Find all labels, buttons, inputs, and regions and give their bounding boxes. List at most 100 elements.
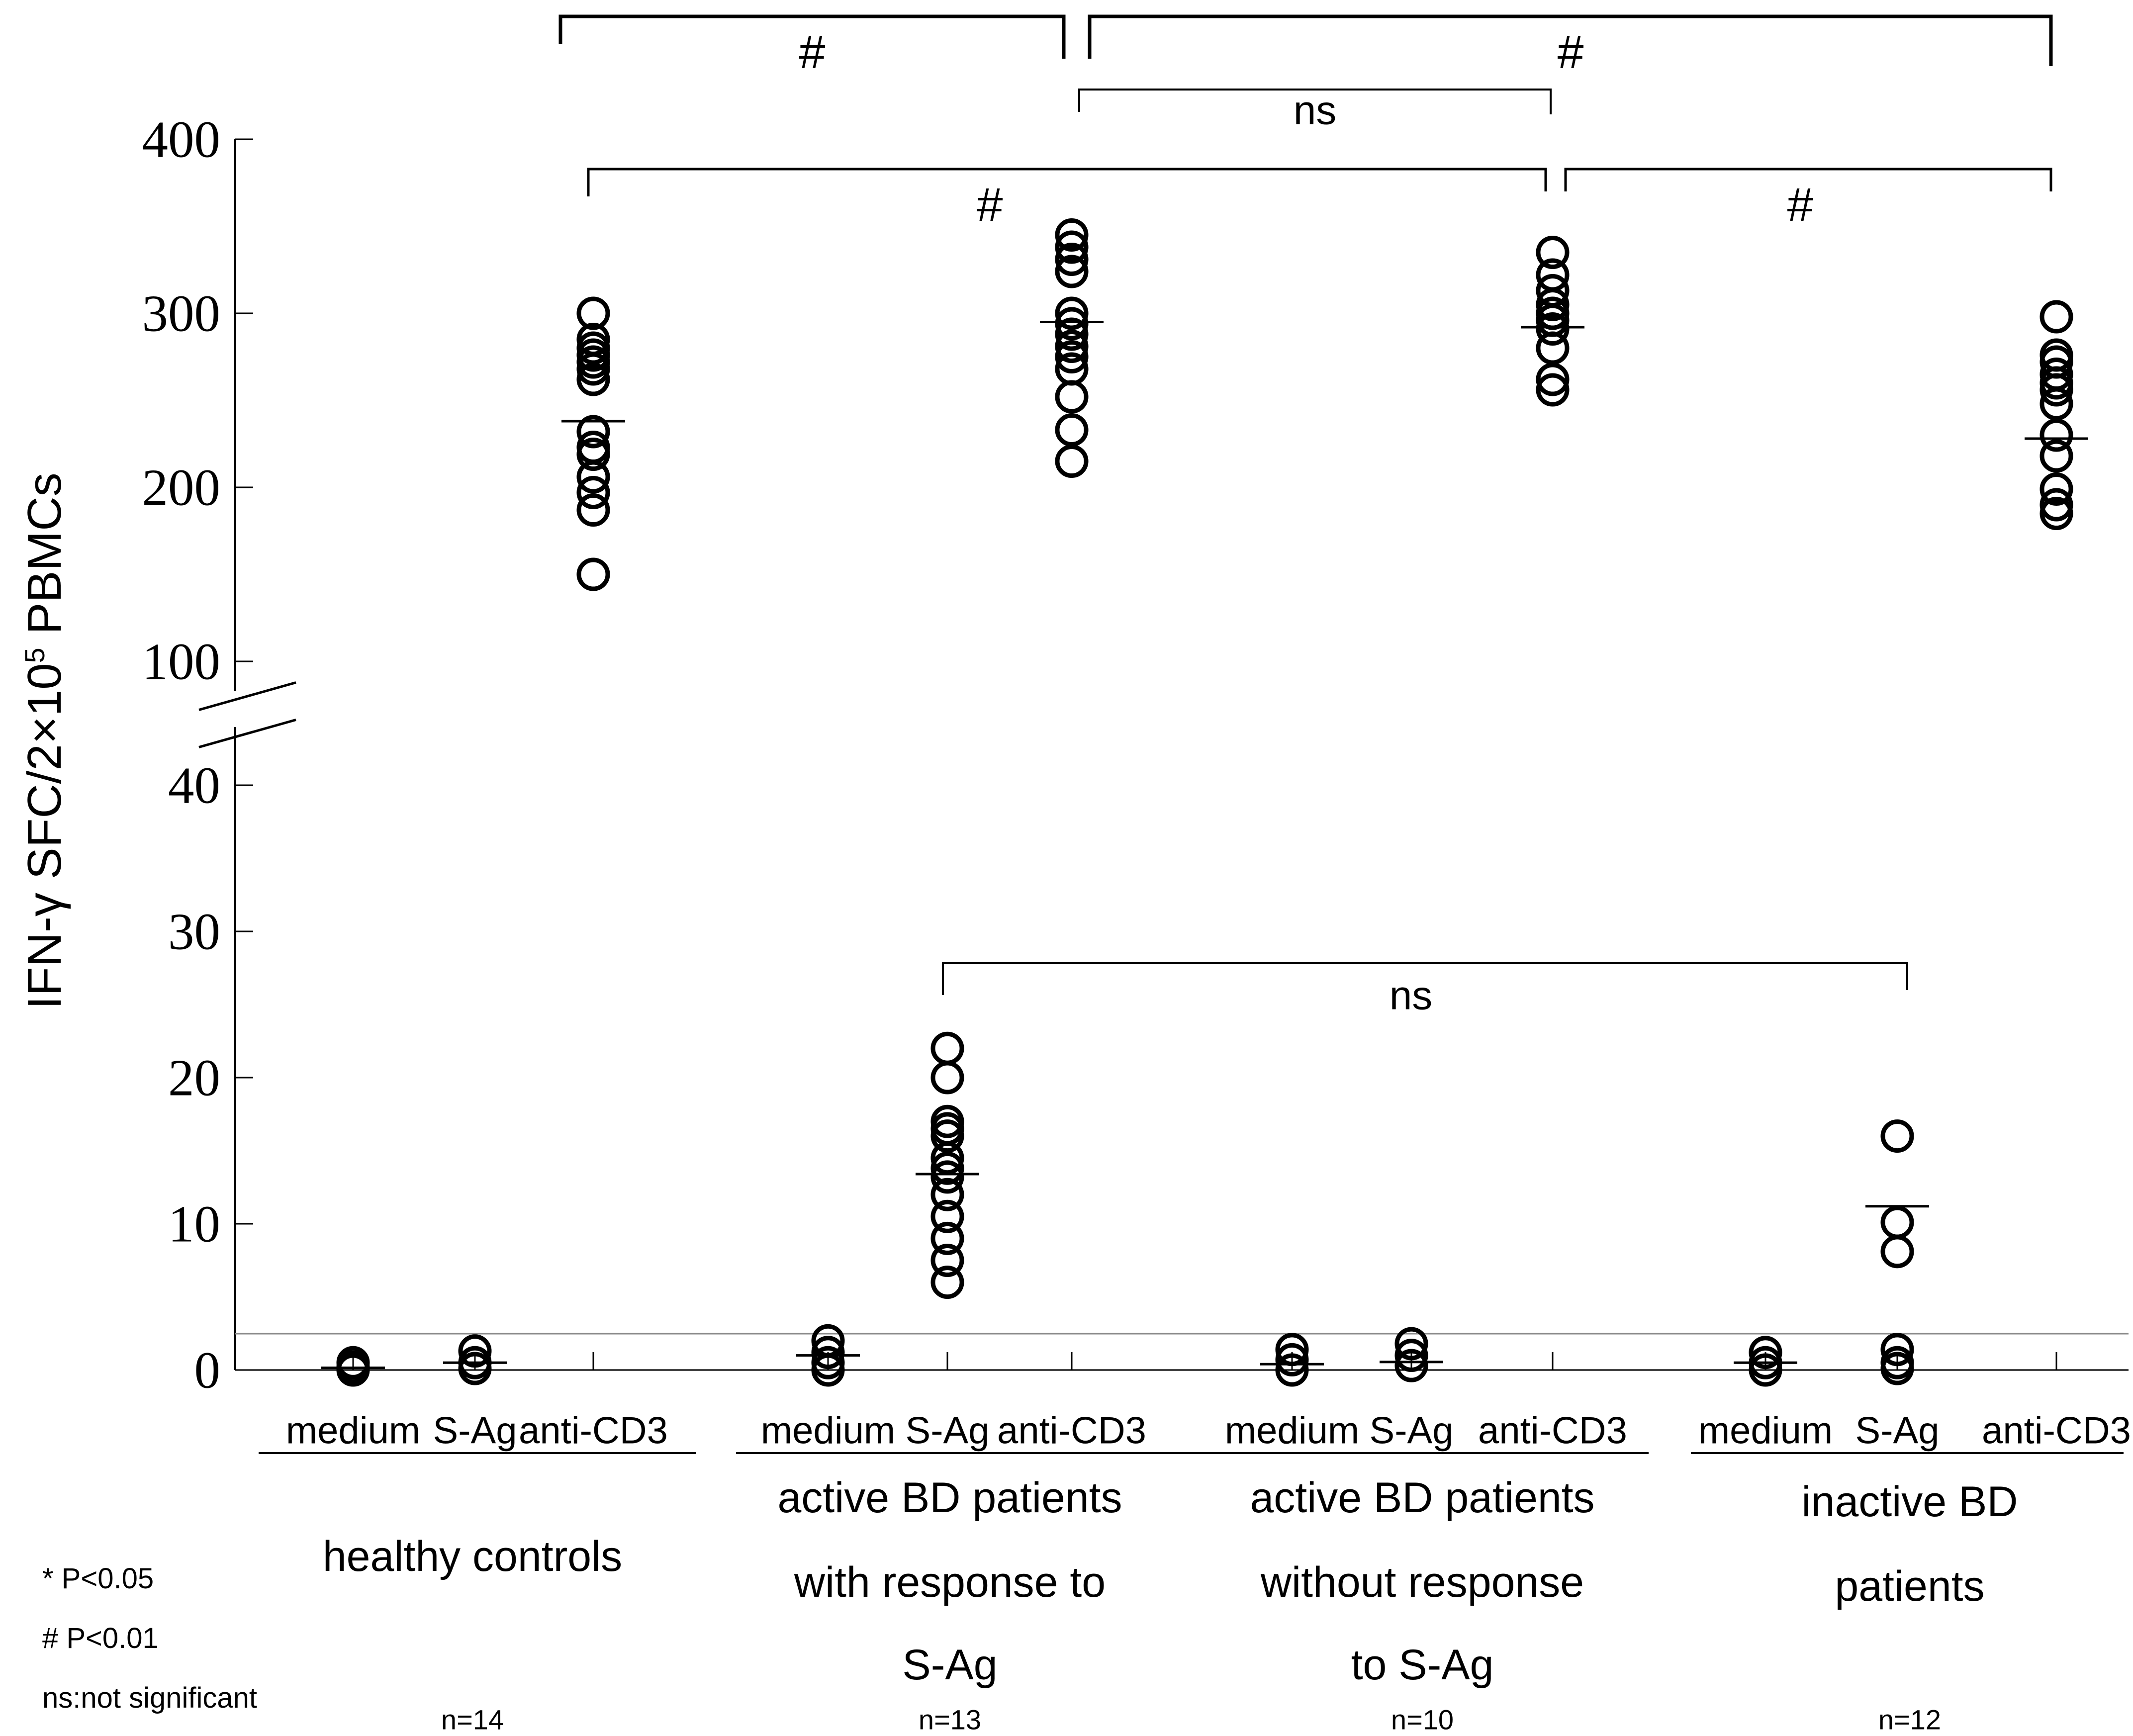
data-point: [2040, 300, 2073, 334]
data-point: [1055, 243, 1089, 276]
data-point: [576, 460, 610, 494]
y-axis-tick-label: 400: [142, 110, 221, 169]
data-point: [1055, 340, 1089, 373]
data-point: [2040, 373, 2073, 407]
data-point: [1880, 1352, 1914, 1385]
data-point: [1749, 1336, 1782, 1370]
data-point: [1055, 307, 1089, 341]
data-point: [930, 1244, 964, 1277]
data-point: [930, 1031, 964, 1065]
condition-label: S-Ag: [433, 1410, 517, 1452]
y-axis-tick-label: 0: [194, 1341, 221, 1399]
y-axis-tick-label: 40: [168, 756, 220, 815]
condition-label: anti-CD3: [519, 1410, 668, 1452]
data-point: [1055, 255, 1089, 288]
condition-label: S-Ag: [1855, 1410, 1940, 1452]
data-point: [930, 1119, 964, 1153]
significance-bracket: [1088, 14, 2053, 66]
group-label-line: without response: [1260, 1558, 1584, 1606]
significance-label: ns: [1390, 973, 1433, 1018]
data-point: [576, 296, 610, 330]
group-label-line: inactive BD: [1802, 1478, 2018, 1526]
group-label-line: healthy controls: [323, 1533, 622, 1580]
y-axis-tick-label: 100: [142, 633, 221, 691]
y-axis-title-suffix: PBMCs: [18, 472, 71, 648]
data-point: [930, 1151, 964, 1185]
y-axis-tick-label: 30: [168, 903, 220, 961]
data-point: [576, 352, 610, 386]
data-point: [1880, 1333, 1914, 1367]
condition-label: S-Ag: [1370, 1410, 1454, 1452]
significance-bracket: [558, 14, 1066, 59]
data-point: [576, 493, 610, 527]
data-point: [1055, 330, 1089, 363]
data-point: [1055, 445, 1089, 478]
data-point: [1394, 1339, 1428, 1372]
data-point: [576, 363, 610, 396]
legend-item-p001: # P<0.01: [42, 1622, 159, 1654]
data-point: [1055, 380, 1089, 414]
data-point: [930, 1061, 964, 1095]
data-point: [1394, 1349, 1428, 1382]
significance-label: #: [977, 179, 1003, 231]
data-point: [1055, 296, 1089, 330]
condition-label: medium: [1698, 1410, 1833, 1452]
data-point: [1749, 1353, 1782, 1387]
data-point: [1055, 230, 1089, 264]
significance-label: #: [799, 26, 826, 79]
significance-bracket: [1078, 89, 1552, 114]
axis-break-slash-1: [198, 681, 296, 711]
group-label-line: patients: [1835, 1562, 1984, 1610]
axis-break-slash-2: [198, 719, 296, 748]
data-point: [1536, 236, 1570, 269]
data-point: [336, 1353, 370, 1387]
data-point: [811, 1336, 845, 1370]
data-point: [1880, 1205, 1914, 1239]
group-label-line: with response to: [794, 1558, 1106, 1606]
y-axis-tick-label: 20: [168, 1049, 220, 1107]
data-point: [576, 438, 610, 471]
data-point: [930, 1266, 964, 1299]
data-point: [1055, 218, 1089, 252]
data-point: [2040, 439, 2073, 473]
data-point: [576, 557, 610, 591]
data-point: [1394, 1327, 1428, 1361]
n-label: n=10: [1391, 1704, 1454, 1736]
data-point: [458, 1334, 492, 1368]
data-point: [576, 415, 610, 449]
data-point: [1275, 1353, 1309, 1387]
condition-label: medium: [1225, 1410, 1359, 1452]
group-label-line: S-Ag: [902, 1641, 997, 1689]
data-point: [1055, 317, 1089, 351]
data-point: [1536, 363, 1570, 396]
data-point: [2040, 497, 2073, 530]
data-point: [1536, 288, 1570, 321]
n-label: n=13: [919, 1704, 981, 1736]
significance-bracket: [1564, 168, 2052, 191]
data-point: [930, 1141, 964, 1175]
data-point: [930, 1199, 964, 1233]
condition-label: anti-CD3: [1478, 1410, 1627, 1452]
data-point: [930, 1160, 964, 1194]
y-axis-title-prefix: IFN-γ SFC/2×10: [18, 663, 71, 1009]
significance-bracket: [942, 962, 1908, 995]
data-point: [930, 1178, 964, 1211]
data-point: [2040, 472, 2073, 506]
data-point: [930, 1221, 964, 1255]
data-point: [1536, 373, 1570, 407]
y-axis-tick-label: 10: [168, 1195, 220, 1253]
group-label-line: active BD patients: [1250, 1474, 1594, 1522]
data-point: [1536, 331, 1570, 365]
legend-item-ns: ns:not significant: [42, 1682, 258, 1714]
data-point: [458, 1352, 492, 1385]
y-axis-title: IFN-γ SFC/2×105 PBMCs: [17, 194, 82, 1288]
y-axis-tick-label: 300: [142, 284, 221, 343]
condition-label: S-Ag: [906, 1410, 990, 1452]
data-point: [1536, 312, 1570, 346]
significance-bracket: [587, 168, 1547, 196]
data-point: [576, 476, 610, 509]
condition-label: medium: [286, 1410, 420, 1452]
y-axis-tick-label: 200: [142, 458, 221, 517]
